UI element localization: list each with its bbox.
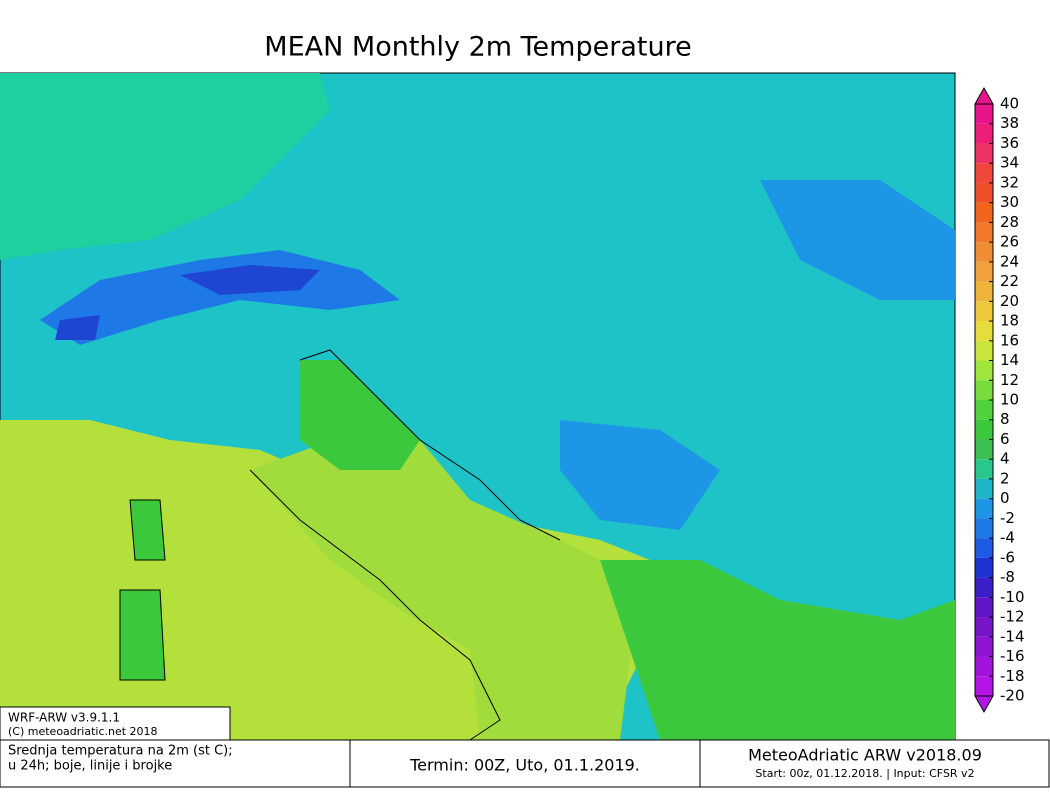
colorbar-segment <box>975 400 993 420</box>
model-version: WRF-ARW v3.9.1.1 <box>8 711 120 725</box>
colorbar-label: 0 <box>1000 489 1010 507</box>
colorbar-segment <box>975 617 993 637</box>
colorbar-label: 36 <box>1000 134 1019 152</box>
footer-start: Start: 00z, 01.12.2018. | Input: CFSR v2 <box>755 767 974 780</box>
colorbar-segment <box>975 538 993 558</box>
colorbar-label: 28 <box>1000 213 1019 231</box>
colorbar-label: 26 <box>1000 233 1019 251</box>
colorbar: 4038363432302826242220181614121086420-2-… <box>974 86 1025 714</box>
colorbar-segment <box>975 597 993 618</box>
colorbar-segment <box>975 123 993 144</box>
colorbar-label: 30 <box>1000 193 1019 211</box>
colorbar-label: 16 <box>1000 331 1019 349</box>
colorbar-segment <box>975 104 993 124</box>
colorbar-segment <box>975 321 993 341</box>
colorbar-label: -12 <box>1000 608 1025 626</box>
map <box>0 72 956 741</box>
colorbar-segment <box>975 419 993 440</box>
colorbar-label: 38 <box>1000 114 1019 132</box>
colorbar-segment <box>975 242 993 262</box>
model-box: WRF-ARW v3.9.1.1 (C) meteoadriatic.net 2… <box>0 706 231 741</box>
colorbar-segment <box>975 478 993 499</box>
colorbar-segment <box>975 222 993 243</box>
colorbar-segment <box>975 380 993 400</box>
colorbar-label: -8 <box>1000 568 1015 586</box>
colorbar-label: -14 <box>1000 627 1025 645</box>
colorbar-label: 22 <box>1000 272 1019 290</box>
colorbar-segment <box>975 143 993 164</box>
colorbar-label: 24 <box>1000 252 1019 270</box>
colorbar-segment <box>975 577 993 598</box>
colorbar-segment <box>975 202 993 223</box>
colorbar-label: -2 <box>1000 509 1015 527</box>
colorbar-arrow <box>974 695 994 714</box>
colorbar-segment <box>975 656 993 677</box>
colorbar-label: 8 <box>1000 410 1010 428</box>
footer-description: u 24h; boje, linije i brojke <box>8 759 172 774</box>
colorbar-label: 6 <box>1000 430 1010 448</box>
colorbar-label: 14 <box>1000 351 1019 369</box>
colorbar-segment <box>975 182 993 203</box>
colorbar-label: -16 <box>1000 647 1025 665</box>
colorbar-segment <box>975 301 993 322</box>
colorbar-label: 40 <box>1000 95 1019 113</box>
colorbar-arrow <box>974 86 994 105</box>
colorbar-segment <box>975 360 993 381</box>
title: MEAN Monthly 2m Temperature <box>264 32 691 63</box>
colorbar-label: 34 <box>1000 154 1019 172</box>
colorbar-segment <box>975 439 993 460</box>
footer-description: Srednja temperatura na 2m (st C); <box>8 744 233 759</box>
footer-model: MeteoAdriatic ARW v2018.09 <box>748 746 982 765</box>
colorbar-segment <box>975 676 993 696</box>
colorbar-segment <box>975 557 993 578</box>
colorbar-segment <box>975 340 993 361</box>
copyright: (C) meteoadriatic.net 2018 <box>8 725 158 738</box>
colorbar-segment <box>975 498 993 519</box>
colorbar-label: 12 <box>1000 371 1019 389</box>
colorbar-segment <box>975 281 993 302</box>
colorbar-segment <box>975 163 993 183</box>
colorbar-label: -6 <box>1000 548 1015 566</box>
colorbar-label: 32 <box>1000 173 1019 191</box>
colorbar-label: -10 <box>1000 588 1025 606</box>
colorbar-label: 18 <box>1000 312 1019 330</box>
colorbar-segment <box>975 636 993 657</box>
footer: Srednja temperatura na 2m (st C); u 24h;… <box>0 739 1050 788</box>
footer-run: Termin: 00Z, Uto, 01.1.2019. <box>409 756 640 775</box>
colorbar-label: -20 <box>1000 687 1025 705</box>
colorbar-label: 4 <box>1000 450 1010 468</box>
colorbar-label: -4 <box>1000 529 1015 547</box>
colorbar-label: -18 <box>1000 667 1025 685</box>
colorbar-label: 10 <box>1000 391 1019 409</box>
colorbar-segment <box>975 459 993 479</box>
colorbar-segment <box>975 261 993 282</box>
colorbar-segment <box>975 518 993 539</box>
colorbar-label: 20 <box>1000 292 1019 310</box>
colorbar-label: 2 <box>1000 469 1010 487</box>
